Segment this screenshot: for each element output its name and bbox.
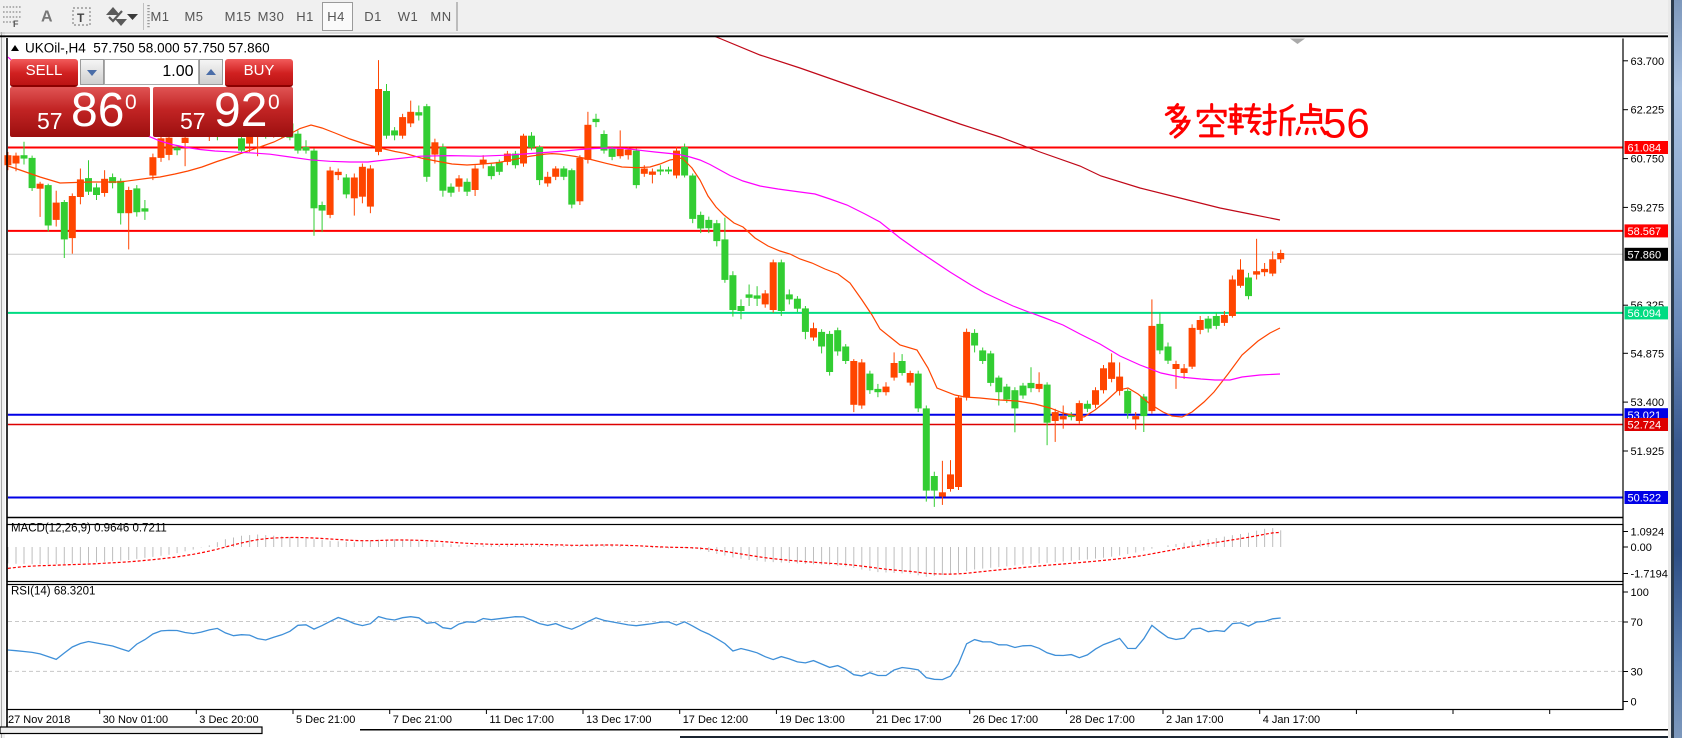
svg-text:56.094: 56.094 — [1628, 308, 1662, 320]
svg-text:MACD(12,26,9) 0.9646 0.7211: MACD(12,26,9) 0.9646 0.7211 — [11, 523, 167, 535]
svg-text:0.00: 0.00 — [1631, 542, 1652, 554]
svg-text:56: 56 — [1323, 100, 1370, 147]
svg-text:27 Nov 2018: 27 Nov 2018 — [8, 714, 70, 726]
svg-text:50.522: 50.522 — [1628, 493, 1662, 505]
svg-text:2 Jan 17:00: 2 Jan 17:00 — [1166, 714, 1224, 726]
svg-text:52.724: 52.724 — [1628, 420, 1662, 432]
svg-text:19 Dec 13:00: 19 Dec 13:00 — [779, 714, 844, 726]
svg-text:30 Nov 01:00: 30 Nov 01:00 — [103, 714, 168, 726]
svg-text:61.084: 61.084 — [1628, 143, 1662, 155]
svg-text:F: F — [13, 19, 19, 29]
svg-text:-1.7194: -1.7194 — [1631, 569, 1668, 581]
svg-text:RSI(14) 68.3201: RSI(14) 68.3201 — [11, 586, 95, 598]
svg-text:62.225: 62.225 — [1631, 105, 1665, 117]
svg-text:30: 30 — [1631, 667, 1643, 679]
svg-text:0: 0 — [1631, 697, 1637, 709]
svg-text:51.925: 51.925 — [1631, 446, 1665, 458]
svg-text:57.860: 57.860 — [1628, 250, 1662, 262]
svg-text:5 Dec 21:00: 5 Dec 21:00 — [296, 714, 355, 726]
svg-text:26 Dec 17:00: 26 Dec 17:00 — [973, 714, 1038, 726]
svg-text:4 Jan 17:00: 4 Jan 17:00 — [1263, 714, 1321, 726]
svg-text:21 Dec 17:00: 21 Dec 17:00 — [876, 714, 941, 726]
svg-text:13 Dec 17:00: 13 Dec 17:00 — [586, 714, 651, 726]
svg-text:17 Dec 12:00: 17 Dec 12:00 — [683, 714, 748, 726]
svg-text:59.275: 59.275 — [1631, 202, 1665, 214]
svg-text:63.700: 63.700 — [1631, 56, 1665, 68]
svg-text:54.875: 54.875 — [1631, 348, 1665, 360]
svg-text:60.750: 60.750 — [1631, 154, 1665, 166]
svg-text:T: T — [77, 11, 85, 25]
svg-text:58.567: 58.567 — [1628, 226, 1662, 238]
svg-text:A: A — [41, 9, 53, 26]
svg-text:11 Dec 17:00: 11 Dec 17:00 — [489, 714, 554, 726]
svg-text:100: 100 — [1631, 587, 1649, 599]
svg-text:70: 70 — [1631, 617, 1643, 629]
svg-text:53.400: 53.400 — [1631, 397, 1665, 409]
svg-text:1.0924: 1.0924 — [1631, 527, 1665, 539]
svg-text:UKOil-,H4 57.750 58.000 57.75: UKOil-,H4 57.750 58.000 57.750 57.860 — [25, 41, 270, 56]
svg-text:3 Dec 20:00: 3 Dec 20:00 — [199, 714, 258, 726]
svg-text:28 Dec 17:00: 28 Dec 17:00 — [1069, 714, 1134, 726]
svg-text:7 Dec 21:00: 7 Dec 21:00 — [393, 714, 452, 726]
